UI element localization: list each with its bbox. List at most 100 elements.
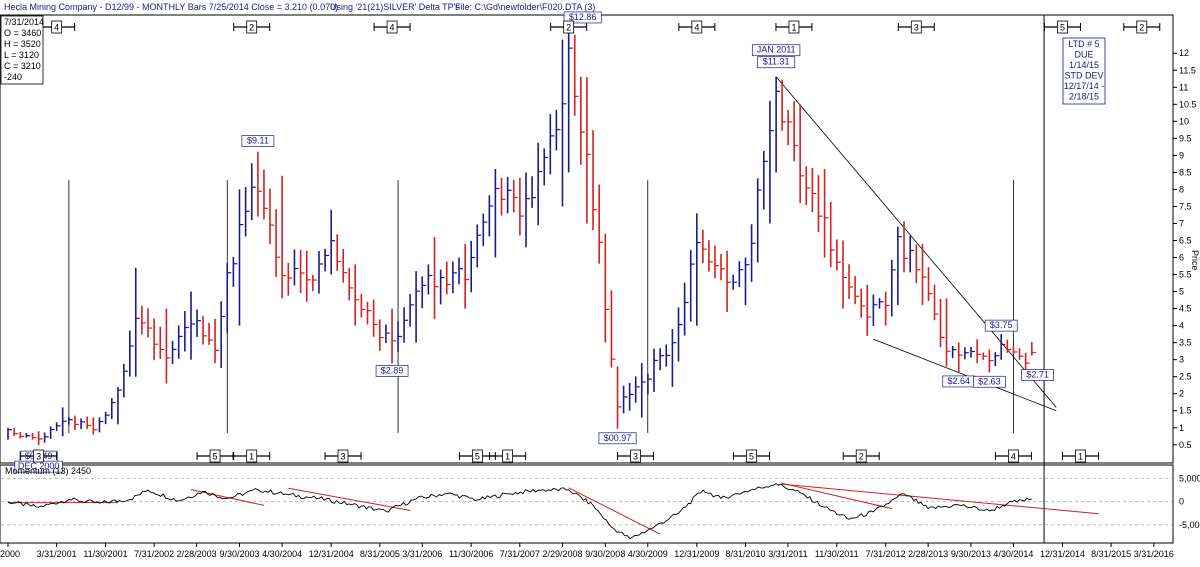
momentum-grid: 5,000 0 -5,000 xyxy=(1,474,1200,530)
x-tick-label: 2/29/2008 xyxy=(542,549,582,559)
turn-mark-box xyxy=(51,20,63,34)
momentum-trendline xyxy=(288,487,411,511)
price-tick-label: 2 xyxy=(1179,389,1184,399)
momentum-tick-label: 5,000 xyxy=(1179,474,1200,484)
ltd-line: LTD # 5 xyxy=(1068,39,1099,49)
price-tick-label: 8 xyxy=(1179,184,1184,194)
momentum-trendline xyxy=(190,489,265,506)
momentum-trendline xyxy=(568,487,661,535)
turn-mark-box xyxy=(246,449,258,463)
turn-mark-number: 4 xyxy=(54,23,59,33)
price-label-box xyxy=(751,44,801,57)
turn-mark-box xyxy=(246,20,258,34)
price-tick-label: 5.5 xyxy=(1179,270,1192,280)
price-label-box xyxy=(757,56,796,69)
momentum-trendlines xyxy=(8,482,1099,535)
turn-mark-number: 1 xyxy=(249,452,254,462)
momentum-line xyxy=(7,483,1032,540)
price-label: $9.11 xyxy=(247,136,269,146)
x-tick-label: 4/30/2009 xyxy=(628,549,668,559)
x-tick-label: 3/31/2016 xyxy=(1134,549,1174,559)
momentum-trendline xyxy=(781,483,1099,515)
momentum-tick-label: -5,000 xyxy=(1179,520,1200,530)
price-axis-label: Price xyxy=(1190,250,1200,271)
indicator-info: Using '21(21)SILVER' Delta TP's xyxy=(330,2,460,12)
turn-mark-box xyxy=(746,449,757,463)
momentum-trendline xyxy=(781,482,892,510)
price-tick-label: 10.5 xyxy=(1179,99,1197,109)
turn-mark-box xyxy=(855,449,867,463)
x-tick-label: 3/31/2006 xyxy=(402,549,442,559)
turn-mark-number: 1 xyxy=(505,452,510,462)
ltd-line: 2/18/15 xyxy=(1069,92,1099,102)
turn-mark-box xyxy=(1075,449,1086,463)
ohlc-line: O = 3460 xyxy=(4,28,41,38)
turn-marks-bottom: 3 5 1 3 5 1 3 5 2 4 1 xyxy=(20,449,1099,463)
price-label: $2.89 xyxy=(381,365,404,375)
trendline xyxy=(775,76,1057,408)
price-label: JAN 2011 xyxy=(757,45,796,55)
turn-mark-number: 5 xyxy=(1060,23,1065,33)
turn-mark-box xyxy=(1008,449,1019,463)
turn-mark-number: 5 xyxy=(475,452,480,462)
ohlc-line: 7/31/2014 xyxy=(4,17,44,27)
turn-mark-box xyxy=(1136,20,1148,34)
price-label-box xyxy=(563,11,602,24)
turn-mark-box xyxy=(910,20,922,34)
price-label: DEC 2000 xyxy=(18,461,60,471)
price-tick-label: 5 xyxy=(1179,287,1184,297)
turn-mark-number: 4 xyxy=(390,23,395,33)
price-label-box xyxy=(1021,369,1054,381)
x-tick-label: 11/30/2001 xyxy=(83,549,127,559)
turn-mark-number: 1 xyxy=(791,23,796,33)
ohlc-box xyxy=(0,15,44,85)
ltd-line: STD DEV xyxy=(1064,71,1103,81)
price-label-box xyxy=(598,432,637,445)
ohlc-line: H = 3520 xyxy=(4,39,41,49)
price-tick-label: 2.5 xyxy=(1179,372,1192,382)
price-tick-label: 3.5 xyxy=(1179,338,1192,348)
price-label-box xyxy=(375,365,409,377)
turn-mark-number: 3 xyxy=(633,452,638,462)
price-tick-label: 9.5 xyxy=(1179,133,1192,143)
price-tick-label: 4.5 xyxy=(1179,304,1192,314)
x-tick-label: 12/31/2004 xyxy=(309,549,354,559)
turn-mark-box xyxy=(630,449,641,463)
price-tick-label: 7 xyxy=(1179,218,1184,228)
price-label: $2.71 xyxy=(1026,370,1049,380)
file-info: File: C:\Gd\newfolder\F020.DTA (3) xyxy=(455,2,595,12)
price-label-box xyxy=(984,319,1018,332)
turn-mark-number: 4 xyxy=(1011,452,1016,462)
x-tick-label: 2/28/2013 xyxy=(908,549,948,559)
price-tick-label: 0.5 xyxy=(1179,440,1192,450)
price-label: $11.31 xyxy=(763,57,790,67)
x-tick-label: 2/28/2003 xyxy=(177,549,217,559)
x-tick-label: 8/31/2015 xyxy=(1091,549,1131,559)
x-tick-label: 4/30/2004 xyxy=(262,549,302,559)
x-tick-label: 2000 xyxy=(0,549,20,559)
price-label: $2.63 xyxy=(978,376,1001,386)
price-tick-label: 11 xyxy=(1179,82,1188,92)
turn-mark-number: 1 xyxy=(1078,452,1083,462)
turn-mark-number: 5 xyxy=(213,452,218,462)
x-axis-ticks: 2000 3/31/2001 11/30/2001 7/31/2002 2/28/200… xyxy=(0,543,1174,559)
price-tick-label: 11.5 xyxy=(1179,65,1196,75)
ohlc-line: -240 xyxy=(4,72,22,82)
price-label-box xyxy=(973,375,1006,388)
price-label: $12.86 xyxy=(569,12,597,22)
turn-mark-number: 3 xyxy=(914,23,919,33)
price-labels: $00.49DEC 2000$9.11$2.89$12.86$00.97JAN … xyxy=(14,11,1054,473)
turn-mark-box xyxy=(386,20,398,34)
price-tick-label: 8.5 xyxy=(1179,167,1192,177)
turn-mark-box xyxy=(502,449,514,463)
price-tick-label: 3 xyxy=(1179,355,1184,365)
turn-mark-number: 2 xyxy=(249,23,254,33)
x-tick-label: 9/30/2013 xyxy=(951,549,991,559)
price-trendlines xyxy=(775,76,1057,412)
price-bars xyxy=(7,23,1036,446)
x-tick-label: 4/30/2014 xyxy=(993,549,1033,559)
price-label-box xyxy=(241,135,275,147)
x-tick-label: 11/30/2006 xyxy=(449,549,493,559)
